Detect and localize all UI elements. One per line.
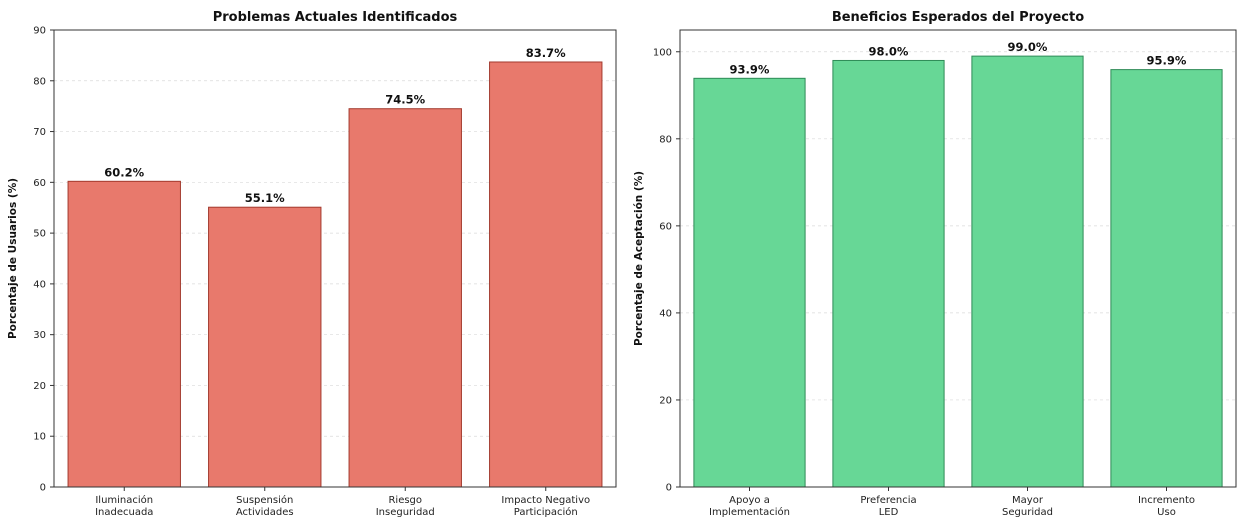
chart-title: Problemas Actuales Identificados bbox=[213, 10, 458, 25]
y-tick-label: 0 bbox=[666, 483, 672, 494]
x-tick-label-line: Uso bbox=[1157, 507, 1176, 518]
x-tick-label-line: Incremento bbox=[1138, 495, 1195, 506]
y-tick-label: 20 bbox=[659, 395, 672, 406]
y-tick-label: 30 bbox=[33, 330, 46, 341]
data-label-2: 98.0% bbox=[869, 44, 909, 58]
x-tick-label-line: Inadecuada bbox=[95, 507, 153, 518]
data-label-4: 83.7% bbox=[526, 46, 566, 60]
x-tick-label-line: Implementación bbox=[709, 506, 790, 518]
bar-1 bbox=[693, 77, 806, 488]
x-tick-label-line: Seguridad bbox=[1002, 507, 1053, 518]
data-label-1: 93.9% bbox=[730, 62, 770, 76]
plot-frame bbox=[53, 29, 617, 488]
bar-4 bbox=[489, 61, 603, 488]
bar-3 bbox=[348, 108, 462, 488]
x-tick-label-line: Apoyo a bbox=[729, 495, 770, 506]
x-tick-label-line: Riesgo bbox=[388, 495, 422, 506]
chart-panel-2: 93.9% Apoyo a Implementación 98.0% Preferenc… bbox=[633, 10, 1237, 518]
bar-1 bbox=[67, 180, 181, 488]
y-tick-label: 70 bbox=[33, 127, 46, 138]
y-tick-label: 80 bbox=[659, 134, 672, 145]
x-tick-label-3: Mayor Seguridad bbox=[1002, 495, 1053, 518]
chart-panel-1: 60.2% Iluminación Inadecuada 55.1% Suspensió… bbox=[7, 10, 617, 518]
x-tick-label-line: Participación bbox=[514, 506, 578, 518]
y-tick-label: 10 bbox=[33, 432, 46, 443]
y-tick-label: 20 bbox=[33, 381, 46, 392]
x-tick-label-2: Preferencia LED bbox=[860, 495, 916, 518]
x-tick-label-line: Mayor bbox=[1012, 495, 1044, 506]
y-axis-label: Porcentaje de Usuarios (%) bbox=[7, 178, 19, 339]
x-tick-label-line: Iluminación bbox=[95, 494, 153, 506]
x-tick-label-line: Preferencia bbox=[860, 495, 916, 506]
y-tick-label: 40 bbox=[659, 308, 672, 319]
x-tick-label-4: Impacto Negativo Participación bbox=[501, 495, 590, 518]
bar-4 bbox=[1110, 69, 1223, 488]
plot-frame bbox=[679, 29, 1237, 488]
bar-3 bbox=[971, 55, 1084, 488]
data-label-3: 99.0% bbox=[1008, 40, 1048, 54]
x-tick-label-line: Impacto Negativo bbox=[501, 495, 590, 506]
y-tick-label: 0 bbox=[40, 483, 46, 494]
data-label-3: 74.5% bbox=[385, 93, 425, 107]
x-tick-label-1: Iluminación Inadecuada bbox=[95, 494, 153, 518]
x-tick-label-2: Suspensión Actividades bbox=[236, 494, 294, 518]
data-label-2: 55.1% bbox=[245, 191, 285, 205]
bar-2 bbox=[832, 59, 945, 488]
bar-2 bbox=[208, 206, 322, 488]
y-tick-label: 80 bbox=[33, 76, 46, 87]
x-tick-label-3: Riesgo Inseguridad bbox=[376, 495, 435, 518]
x-tick-label-4: Incremento Uso bbox=[1138, 495, 1195, 518]
x-tick-label-line: LED bbox=[879, 507, 899, 518]
y-tick-label: 40 bbox=[33, 279, 46, 290]
y-tick-label: 90 bbox=[33, 26, 46, 37]
data-label-1: 60.2% bbox=[104, 165, 144, 179]
x-tick-label-line: Actividades bbox=[236, 507, 294, 518]
y-tick-label: 100 bbox=[653, 47, 672, 58]
y-tick-label: 50 bbox=[33, 229, 46, 240]
data-label-4: 95.9% bbox=[1147, 54, 1187, 68]
y-tick-label: 60 bbox=[33, 178, 46, 189]
y-tick-label: 60 bbox=[659, 221, 672, 232]
chart-title: Beneficios Esperados del Proyecto bbox=[832, 10, 1084, 25]
x-tick-label-1: Apoyo a Implementación bbox=[709, 495, 790, 518]
x-tick-label-line: Suspensión bbox=[236, 494, 293, 506]
x-tick-label-line: Inseguridad bbox=[376, 507, 435, 518]
y-axis-label: Porcentaje de Aceptación (%) bbox=[633, 171, 645, 346]
